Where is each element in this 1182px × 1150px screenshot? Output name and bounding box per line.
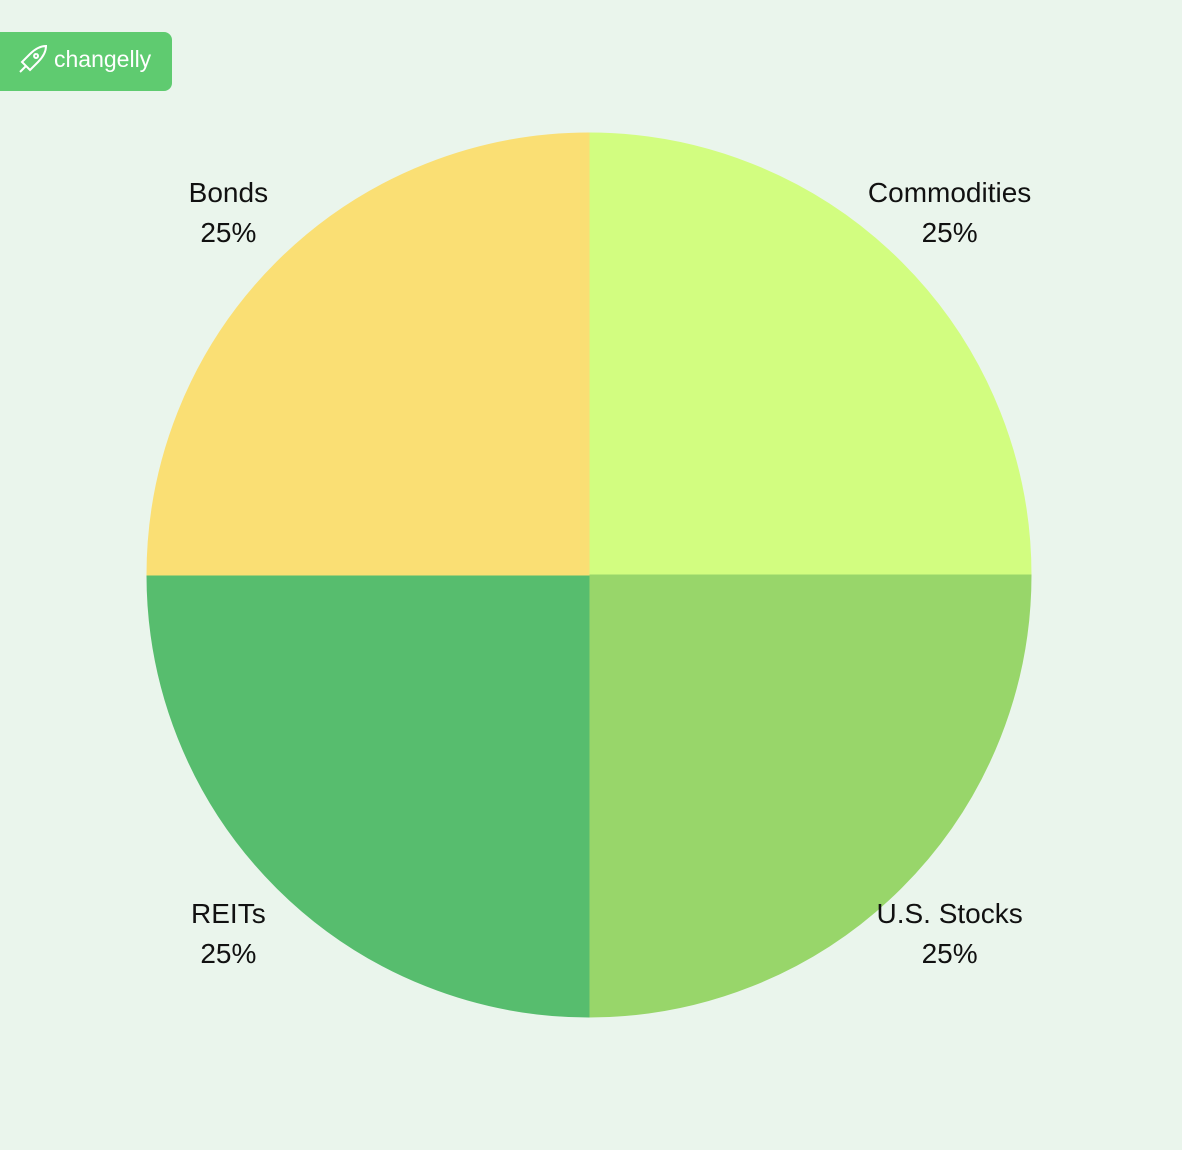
pie-slice xyxy=(588,574,1032,1018)
pie-slice xyxy=(588,132,1032,576)
slice-value-label: 25% xyxy=(200,217,256,248)
slice-value-label: 25% xyxy=(922,938,978,969)
slice-value-label: 25% xyxy=(922,217,978,248)
slice-label: REITs xyxy=(191,898,266,929)
pie-slice xyxy=(146,132,590,576)
logo-text[interactable]: changelly xyxy=(54,46,152,72)
slice-label: Commodities xyxy=(868,177,1031,208)
pie-slice xyxy=(146,574,590,1018)
slice-value-label: 25% xyxy=(200,938,256,969)
logo-icon xyxy=(19,44,48,73)
slice-label: U.S. Stocks xyxy=(876,898,1022,929)
slice-label: Bonds xyxy=(189,177,268,208)
pie: Commodities 25% U.S. Stocks 25% REITs 25% Bond… xyxy=(146,132,1032,1018)
logo[interactable]: changelly xyxy=(0,32,172,91)
